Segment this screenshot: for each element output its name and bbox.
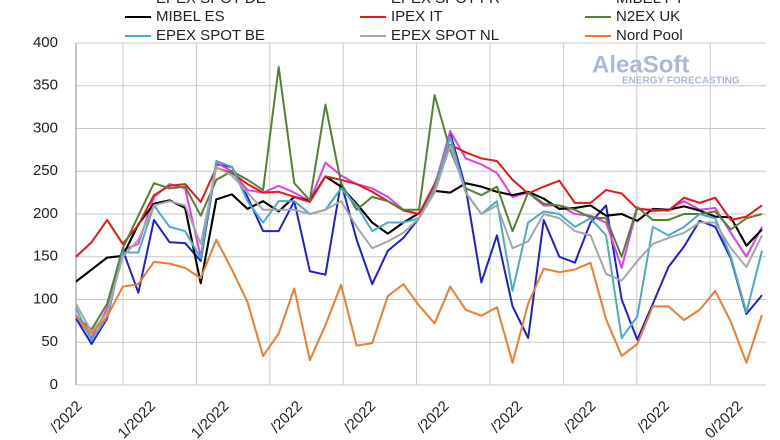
y-tick-label: 100 — [33, 290, 58, 307]
legend-label: EPEX SPOT BE — [156, 27, 265, 44]
x-tick-label: /2022 — [47, 398, 86, 437]
y-tick-label: 300 — [33, 119, 58, 136]
series-line — [75, 136, 763, 342]
x-tick-label: 1/2022 — [115, 398, 159, 440]
watermark-tagline: ENERGY FORECASTING — [622, 76, 740, 87]
series-line — [75, 131, 763, 345]
series-line — [75, 143, 763, 258]
legend-label: EPEX SPOT FR — [391, 0, 500, 7]
x-tick-label: /2022 — [487, 398, 526, 437]
legend-label: MIBEL PT — [616, 0, 684, 7]
x-tick-label: /2022 — [561, 398, 600, 437]
legend-label: EPEX SPOT NL — [391, 27, 499, 44]
y-tick-label: 250 — [33, 162, 58, 179]
legend-label: Nord Pool — [616, 27, 683, 44]
x-tick-label: /2022 — [341, 398, 380, 437]
x-tick-label: /2022 — [414, 398, 453, 437]
series-line — [75, 65, 763, 331]
y-tick-label: 150 — [33, 248, 58, 265]
y-tick-label: 400 — [33, 34, 58, 51]
x-tick-label: /2022 — [634, 398, 673, 437]
legend-label: IPEX IT — [391, 8, 443, 25]
watermark-brand: AleaSoft — [592, 51, 689, 78]
legend-label: N2EX UK — [616, 8, 680, 25]
x-tick-label: 0/2022 — [702, 398, 746, 440]
x-tick-label: 1/2022 — [188, 398, 232, 440]
legend-label: MIBEL ES — [156, 8, 225, 25]
series-line — [75, 238, 763, 364]
series-line — [75, 144, 763, 333]
y-tick-label: 200 — [33, 205, 58, 222]
x-tick-label: /2022 — [267, 398, 306, 437]
y-tick-label: 50 — [41, 333, 58, 350]
y-tick-label: 350 — [33, 77, 58, 94]
y-tick-label: 0 — [50, 376, 58, 393]
legend-label: EPEX SPOT DE — [156, 0, 266, 7]
